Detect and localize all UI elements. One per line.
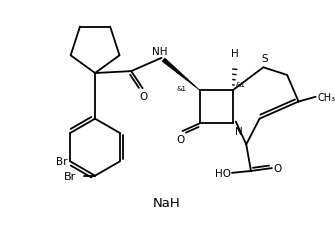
Text: Br: Br bbox=[64, 171, 76, 181]
Text: NH: NH bbox=[152, 47, 168, 57]
Text: H: H bbox=[231, 49, 239, 58]
Text: NaH: NaH bbox=[152, 196, 180, 209]
Text: &1: &1 bbox=[236, 82, 246, 88]
Text: HO: HO bbox=[215, 168, 231, 178]
Polygon shape bbox=[162, 59, 200, 91]
Text: Br: Br bbox=[56, 157, 68, 167]
Text: O: O bbox=[177, 134, 185, 144]
Text: S: S bbox=[261, 53, 268, 63]
Text: O: O bbox=[139, 92, 148, 102]
Text: CH₃: CH₃ bbox=[318, 92, 335, 102]
Text: &1: &1 bbox=[176, 86, 186, 92]
Text: N: N bbox=[235, 127, 243, 137]
Text: O: O bbox=[274, 163, 282, 173]
